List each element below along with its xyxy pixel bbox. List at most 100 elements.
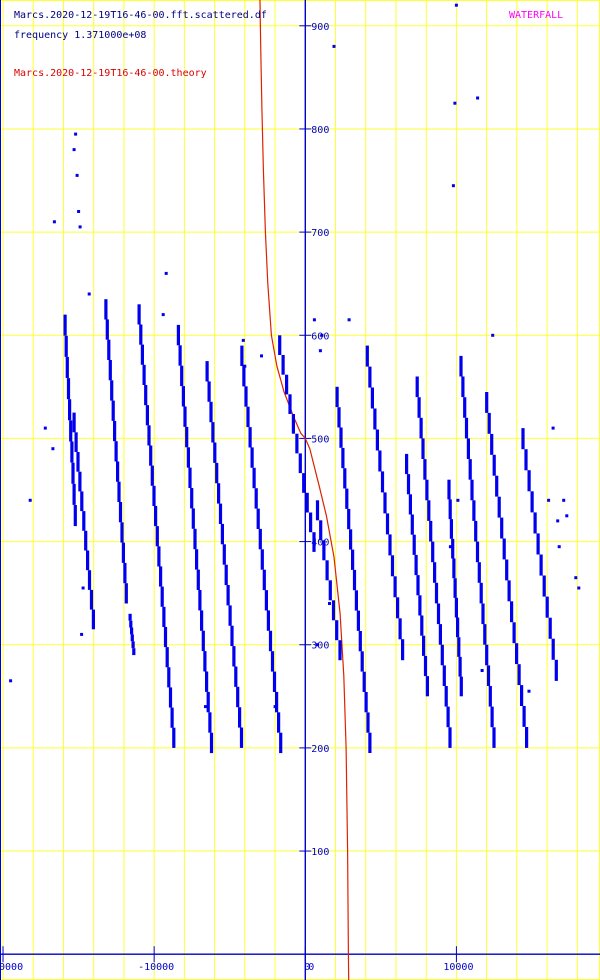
doppler-segment bbox=[195, 549, 199, 570]
doppler-segment bbox=[74, 432, 78, 452]
doppler-segment bbox=[442, 665, 446, 686]
doppler-segment bbox=[378, 450, 382, 472]
doppler-segment bbox=[453, 578, 457, 598]
doppler-segment bbox=[459, 355, 463, 377]
doppler-segment bbox=[416, 575, 420, 596]
doppler-segment bbox=[463, 397, 467, 418]
doppler-segment bbox=[444, 686, 448, 707]
doppler-segment bbox=[205, 671, 209, 692]
y-tick-label: 400 bbox=[311, 538, 329, 549]
doppler-segment bbox=[434, 582, 439, 604]
doppler-track bbox=[315, 500, 342, 661]
scatter-point bbox=[332, 44, 336, 48]
doppler-segment bbox=[401, 639, 405, 661]
doppler-segment bbox=[328, 580, 332, 601]
doppler-segment bbox=[116, 461, 120, 482]
doppler-segment bbox=[412, 534, 416, 555]
doppler-segment bbox=[196, 569, 200, 590]
scatter-point bbox=[480, 669, 484, 672]
scatter-point bbox=[87, 292, 91, 296]
doppler-segment bbox=[481, 603, 485, 625]
doppler-segment bbox=[385, 513, 390, 535]
theory-curve bbox=[259, 0, 350, 980]
doppler-segment bbox=[470, 479, 474, 501]
doppler-segment bbox=[168, 687, 173, 708]
doppler-segment bbox=[238, 707, 242, 728]
y-tick-label: 700 bbox=[311, 228, 329, 239]
doppler-segment bbox=[240, 345, 244, 366]
doppler-segment bbox=[341, 447, 345, 469]
doppler-segment bbox=[270, 651, 275, 672]
doppler-segment bbox=[533, 512, 537, 534]
doppler-segment bbox=[530, 491, 534, 513]
doppler-segment bbox=[343, 468, 347, 489]
doppler-segment bbox=[362, 671, 366, 692]
doppler-segment bbox=[264, 590, 268, 611]
doppler-segment bbox=[275, 691, 279, 713]
doppler-segment bbox=[527, 470, 531, 492]
scatter-point bbox=[52, 220, 56, 224]
doppler-segment bbox=[288, 394, 292, 414]
doppler-track bbox=[63, 314, 77, 527]
doppler-segment bbox=[423, 655, 428, 677]
doppler-track bbox=[335, 386, 372, 753]
doppler-segment bbox=[193, 528, 197, 550]
scatter-point bbox=[315, 643, 319, 647]
doppler-segment bbox=[268, 630, 273, 652]
doppler-segment bbox=[117, 481, 121, 502]
waterfall-label: WATERFALL bbox=[509, 10, 563, 21]
doppler-segment bbox=[230, 625, 234, 647]
doppler-segment bbox=[155, 526, 159, 547]
scatter-point bbox=[28, 498, 32, 502]
doppler-segment bbox=[84, 530, 88, 551]
doppler-segment bbox=[351, 549, 355, 570]
doppler-segment bbox=[366, 712, 370, 733]
scatter-point bbox=[312, 318, 316, 322]
doppler-segment bbox=[417, 397, 421, 418]
doppler-segment bbox=[78, 471, 82, 492]
doppler-segment bbox=[396, 597, 400, 619]
doppler-segment bbox=[422, 635, 426, 656]
doppler-segment bbox=[457, 637, 461, 657]
doppler-segment bbox=[536, 533, 540, 555]
doppler-segment bbox=[76, 452, 80, 472]
doppler-segment bbox=[183, 406, 187, 427]
doppler-track bbox=[240, 345, 283, 754]
doppler-segment bbox=[393, 576, 397, 598]
doppler-segment bbox=[452, 558, 456, 579]
doppler-segment bbox=[80, 491, 84, 512]
doppler-segment bbox=[551, 638, 555, 660]
doppler-segment bbox=[285, 374, 289, 395]
y-tick-label: 800 bbox=[311, 125, 329, 136]
doppler-segment bbox=[414, 554, 418, 576]
doppler-segment bbox=[188, 467, 192, 488]
doppler-segment bbox=[236, 686, 240, 708]
doppler-segment bbox=[208, 712, 212, 733]
theory-line bbox=[259, 0, 350, 980]
doppler-segment bbox=[72, 412, 76, 433]
doppler-segment bbox=[325, 560, 329, 581]
x-tick-label: 0 bbox=[308, 962, 314, 973]
x-tick-label: 10000 bbox=[443, 962, 473, 973]
doppler-segment bbox=[277, 712, 281, 733]
doppler-segment bbox=[338, 640, 342, 661]
doppler-segment bbox=[368, 366, 372, 388]
doppler-segment bbox=[256, 508, 260, 529]
doppler-segment bbox=[500, 517, 504, 539]
scatter-point bbox=[273, 705, 277, 709]
doppler-segment bbox=[449, 519, 453, 539]
doppler-segment bbox=[487, 412, 491, 434]
doppler-segment bbox=[278, 335, 282, 355]
doppler-segment bbox=[198, 590, 202, 611]
doppler-segment bbox=[305, 492, 309, 513]
doppler-segment bbox=[160, 586, 164, 607]
scatter-point bbox=[243, 364, 247, 368]
doppler-segment bbox=[224, 564, 228, 586]
doppler-segment bbox=[408, 494, 412, 515]
doppler-segment bbox=[217, 483, 221, 504]
doppler-segment bbox=[222, 544, 226, 565]
doppler-segment bbox=[72, 483, 76, 505]
x-tick-label: 0 bbox=[304, 962, 310, 973]
doppler-segment bbox=[250, 447, 254, 468]
doppler-segment bbox=[190, 488, 194, 509]
